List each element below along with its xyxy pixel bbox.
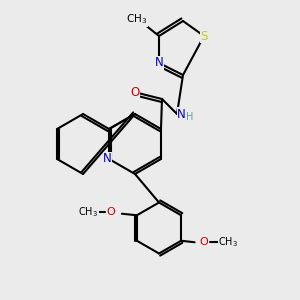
Text: O: O: [199, 237, 208, 247]
Text: N: N: [154, 56, 164, 70]
Text: N: N: [177, 107, 186, 121]
Text: N: N: [103, 152, 112, 166]
Text: O: O: [106, 207, 115, 217]
Text: CH$_3$: CH$_3$: [78, 205, 98, 219]
Text: CH$_3$: CH$_3$: [218, 235, 238, 249]
Text: S: S: [200, 29, 208, 43]
Text: H: H: [186, 112, 193, 122]
Text: CH$_3$: CH$_3$: [126, 13, 147, 26]
Text: O: O: [130, 86, 140, 100]
